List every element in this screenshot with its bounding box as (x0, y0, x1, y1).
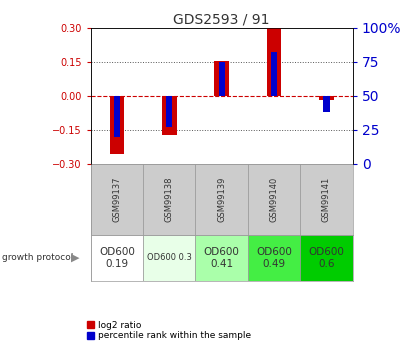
Bar (248, 235, 300, 281)
Bar (323, 96, 330, 112)
Text: OD600
0.49: OD600 0.49 (256, 247, 292, 269)
Bar (91, 235, 143, 281)
Text: OD600 0.3: OD600 0.3 (147, 253, 192, 263)
Bar (300, 235, 353, 281)
Text: GSM99140: GSM99140 (270, 177, 278, 222)
Bar (214, 60, 229, 96)
Text: OD600
0.41: OD600 0.41 (204, 247, 240, 269)
Text: OD600
0.19: OD600 0.19 (99, 247, 135, 269)
Bar (143, 164, 195, 235)
Text: GSM99141: GSM99141 (322, 177, 331, 222)
Text: GSM99139: GSM99139 (217, 177, 226, 222)
Bar (162, 96, 177, 136)
Title: GDS2593 / 91: GDS2593 / 91 (173, 12, 270, 27)
Bar (91, 164, 143, 235)
Bar (300, 164, 353, 235)
Text: GSM99138: GSM99138 (165, 177, 174, 222)
Bar (218, 62, 225, 96)
Bar (143, 235, 195, 281)
Legend: log2 ratio, percentile rank within the sample: log2 ratio, percentile rank within the s… (87, 321, 251, 341)
Text: GSM99137: GSM99137 (112, 177, 121, 222)
Bar (267, 28, 281, 96)
Bar (271, 52, 277, 96)
Text: OD600
0.6: OD600 0.6 (308, 247, 345, 269)
Bar (248, 164, 300, 235)
Bar (110, 96, 124, 154)
Bar (195, 164, 248, 235)
Bar (114, 96, 120, 137)
Text: ▶: ▶ (71, 253, 79, 263)
Bar (319, 96, 334, 100)
Bar (195, 235, 248, 281)
Bar (166, 96, 172, 127)
Text: growth protocol: growth protocol (2, 253, 73, 263)
